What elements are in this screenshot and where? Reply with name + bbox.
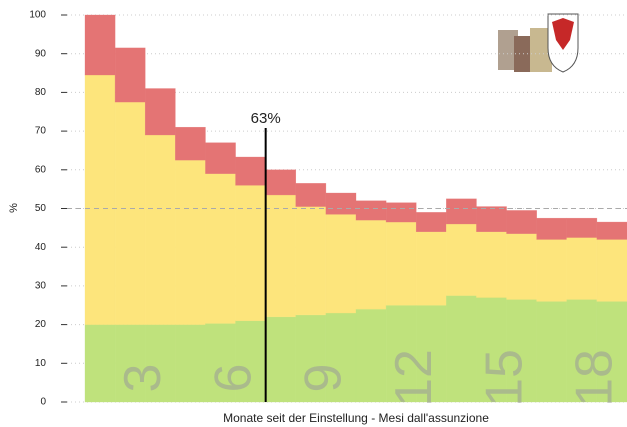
- x-axis-label: Monate seit der Einstellung - Mesi dall'…: [223, 411, 489, 425]
- bar-segment: [446, 223, 477, 296]
- x-tick-label: 9: [295, 364, 353, 393]
- bar-segment: [325, 192, 357, 215]
- bar-segment: [566, 217, 598, 238]
- bar-segment: [235, 156, 266, 186]
- y-tick-label: 10: [35, 358, 47, 369]
- bar-segment: [566, 299, 598, 403]
- bar-segment: [596, 239, 627, 302]
- x-tick-label: 12: [385, 349, 443, 407]
- bar-segment: [325, 214, 357, 314]
- x-tick-label: 18: [566, 349, 624, 407]
- bar-segment: [114, 101, 146, 325]
- y-tick-label: 40: [35, 242, 47, 253]
- bar-segment: [506, 299, 537, 403]
- bar-segment: [295, 183, 327, 207]
- y-tick-label: 80: [35, 87, 47, 98]
- bar-segment: [385, 221, 417, 306]
- y-tick-label: 60: [35, 164, 47, 175]
- bar-segment: [114, 324, 146, 403]
- bar-segment: [385, 202, 417, 223]
- bar-segment: [596, 301, 627, 403]
- x-tick-label: 15: [475, 349, 533, 407]
- bar-segment: [144, 324, 176, 403]
- annotation: 63%: [251, 110, 281, 127]
- bar-segment: [144, 134, 176, 325]
- bar-segment: [415, 212, 447, 232]
- bar-segment: [536, 301, 568, 403]
- bar-segment: [476, 206, 507, 232]
- bar-segment: [385, 305, 417, 403]
- y-tick-label: 70: [35, 126, 47, 137]
- bar-segment: [446, 295, 477, 403]
- y-tick-label: 90: [35, 48, 47, 59]
- bar-segment: [355, 219, 387, 310]
- bar-segment: [596, 221, 627, 240]
- bar-segment: [506, 210, 537, 234]
- bar-segment: [415, 305, 447, 403]
- bar-segment: [295, 206, 327, 316]
- bar-segment: [265, 194, 297, 318]
- bar-segment: [144, 88, 176, 136]
- bar-segment: [446, 198, 477, 225]
- bar-segment: [506, 233, 537, 300]
- bar-segment: [295, 314, 327, 403]
- bar-segment: [566, 237, 598, 300]
- y-tick-label: 100: [29, 10, 46, 21]
- bar-segment: [205, 142, 236, 174]
- bar-segment: [265, 169, 297, 196]
- x-tick-label: 6: [204, 364, 262, 393]
- bar-segment: [175, 159, 206, 325]
- bar-segment: [84, 74, 116, 325]
- y-tick-label: 20: [35, 319, 47, 330]
- bar-segment: [355, 308, 387, 403]
- bar-segment: [415, 231, 447, 306]
- bar-segment: [476, 297, 507, 403]
- bar-segment: [536, 239, 568, 302]
- bar-segment: [175, 126, 206, 161]
- bar-segment: [536, 217, 568, 240]
- bar-segment: [205, 173, 236, 324]
- bar-segment: [235, 185, 266, 321]
- bar-segment: [84, 14, 116, 76]
- bar-segment: [476, 231, 507, 298]
- y-tick-label: 50: [35, 203, 47, 214]
- bar-segment: [265, 316, 297, 403]
- bar-segment: [205, 323, 236, 403]
- x-tick-label: 3: [114, 364, 172, 393]
- y-axis-label: %: [8, 203, 20, 213]
- bar-segment: [84, 324, 116, 403]
- logo: [498, 13, 579, 73]
- bar-segment: [355, 200, 387, 221]
- y-tick-label: 0: [40, 397, 46, 408]
- y-tick-label: 30: [35, 281, 47, 292]
- bar-segment: [114, 47, 146, 103]
- bar-segment: [175, 324, 206, 403]
